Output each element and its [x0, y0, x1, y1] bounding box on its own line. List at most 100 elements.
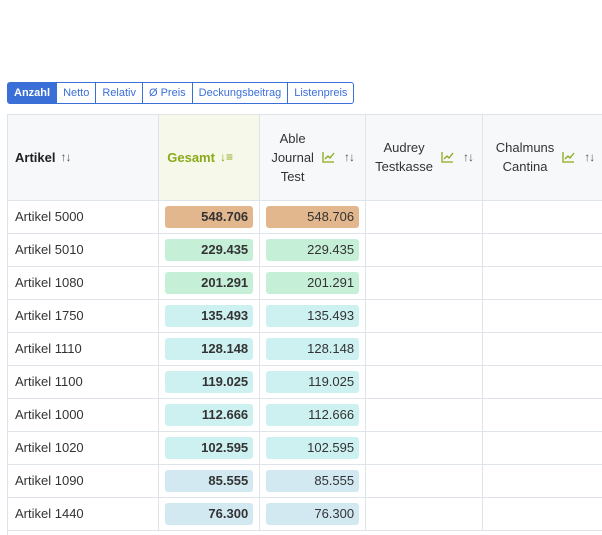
row-col2-cell	[365, 332, 484, 366]
table-row[interactable]: Artikel 1020 102.595 102.595	[8, 431, 602, 465]
line-chart-icon[interactable]	[562, 151, 575, 163]
row-col2-cell	[365, 200, 484, 234]
table-row[interactable]: Artikel 1750 135.493 135.493	[8, 299, 602, 333]
gesamt-value: 102.595	[165, 436, 254, 459]
sort-updown-icon[interactable]: ↑↓	[584, 150, 595, 165]
header-gesamt[interactable]: Gesamt ↓≡	[158, 115, 261, 201]
sort-updown-icon[interactable]: ↑↓	[60, 150, 71, 165]
tab-relativ[interactable]: Relativ	[96, 82, 143, 104]
row-gesamt-cell: 229.435	[158, 233, 261, 267]
table-row[interactable]: Artikel 1000 112.666 112.666	[8, 398, 602, 432]
row-col1-cell: 229.435	[259, 233, 367, 267]
col1-value: 112.666	[266, 403, 360, 426]
col1-value: 128.148	[266, 337, 360, 360]
header-artikel[interactable]: Artikel ↑↓	[8, 115, 160, 201]
row-col2-cell	[365, 365, 484, 399]
view-tabs: Anzahl Netto Relativ Ø Preis Deckungsbei…	[7, 82, 355, 104]
table-row[interactable]: Artikel 1100 119.025 119.025	[8, 365, 602, 399]
tab-durchschnittspreis[interactable]: Ø Preis	[142, 82, 193, 104]
gesamt-value: 135.493	[165, 304, 254, 327]
row-gesamt-cell: 85.555	[158, 464, 261, 498]
tab-netto[interactable]: Netto	[57, 82, 97, 104]
row-gesamt-cell: 128.148	[158, 332, 261, 366]
row-col1-cell: 102.595	[259, 431, 367, 465]
table-row[interactable]: Artikel 1110 128.148 128.148	[8, 332, 602, 366]
row-gesamt-cell: 135.493	[158, 299, 261, 333]
row-artikel-name: Artikel 5010	[8, 233, 160, 267]
row-col3-cell	[482, 497, 602, 531]
row-col3-cell	[482, 266, 602, 300]
table-row[interactable]: Artikel 1440 76.300 76.300	[8, 497, 602, 531]
header-col2-label: Audrey Testkasse	[375, 140, 433, 175]
gesamt-value: 201.291	[165, 271, 254, 294]
tab-listenpreis[interactable]: Listenpreis	[288, 82, 355, 104]
row-artikel-name: Artikel 1090	[8, 464, 160, 498]
col1-value: 229.435	[266, 238, 360, 261]
sort-updown-icon[interactable]: ↑↓	[462, 150, 474, 165]
row-col1-cell: 201.291	[259, 266, 367, 300]
row-col1-cell: 112.666	[259, 398, 367, 432]
col1-value: 548.706	[266, 205, 360, 228]
row-col3-cell	[482, 464, 602, 498]
gesamt-value: 76.300	[165, 502, 254, 525]
table-body: Artikel 5000 548.706 548.706 Artikel 5010 22…	[8, 200, 602, 531]
row-col2-cell	[365, 398, 484, 432]
gesamt-value: 119.025	[165, 370, 254, 393]
gesamt-value: 229.435	[165, 238, 254, 261]
row-col2-cell	[365, 497, 484, 531]
col1-value: 135.493	[266, 304, 360, 327]
gesamt-value: 128.148	[165, 337, 254, 360]
row-artikel-name: Artikel 1020	[8, 431, 160, 465]
row-col1-cell: 548.706	[259, 200, 367, 234]
row-artikel-name: Artikel 1750	[8, 299, 160, 333]
row-gesamt-cell: 102.595	[158, 431, 261, 465]
header-col1-label: Able Journal Test	[271, 130, 314, 184]
row-gesamt-cell: 548.706	[158, 200, 261, 234]
row-artikel-name: Artikel 1110	[8, 332, 160, 366]
sort-updown-icon[interactable]: ↑↓	[343, 150, 355, 165]
row-col3-cell	[482, 200, 602, 234]
row-artikel-name: Artikel 1440	[8, 497, 160, 531]
row-col3-cell	[482, 365, 602, 399]
row-col3-cell	[482, 431, 602, 465]
row-col1-cell: 76.300	[259, 497, 367, 531]
line-chart-icon[interactable]	[322, 151, 335, 163]
sort-desc-icon[interactable]: ↓≡	[219, 150, 233, 165]
header-chalmuns-cantina[interactable]: Chalmuns Cantina ↑↓	[482, 115, 602, 201]
row-artikel-name: Artikel 1080	[8, 266, 160, 300]
header-col3-label: Chalmuns Cantina	[495, 140, 555, 175]
table-row[interactable]: Artikel 5010 229.435 229.435	[8, 233, 602, 267]
col1-value: 201.291	[266, 271, 360, 294]
row-artikel-name: Artikel 5000	[8, 200, 160, 234]
row-col2-cell	[365, 299, 484, 333]
row-gesamt-cell: 119.025	[158, 365, 261, 399]
gesamt-value: 112.666	[165, 403, 254, 426]
header-row: Artikel ↑↓ Gesamt ↓≡ Able Journal	[8, 115, 602, 201]
row-artikel-name: Artikel 1000	[8, 398, 160, 432]
table-row[interactable]: Artikel 5000 548.706 548.706	[8, 200, 602, 234]
header-able-journal-test[interactable]: Able Journal Test ↑↓	[259, 115, 367, 201]
row-gesamt-cell: 76.300	[158, 497, 261, 531]
gesamt-value: 548.706	[165, 205, 254, 228]
row-col2-cell	[365, 464, 484, 498]
row-col1-cell: 85.555	[259, 464, 367, 498]
tab-anzahl[interactable]: Anzahl	[7, 82, 58, 104]
row-artikel-name: Artikel 1100	[8, 365, 160, 399]
col1-value: 119.025	[266, 370, 360, 393]
col1-value: 76.300	[266, 502, 360, 525]
row-col1-cell: 119.025	[259, 365, 367, 399]
table-row[interactable]: Artikel 1080 201.291 201.291	[8, 266, 602, 300]
table-row[interactable]: Artikel 1090 85.555 85.555	[8, 464, 602, 498]
header-gesamt-label: Gesamt	[167, 149, 215, 165]
header-audrey-testkasse[interactable]: Audrey Testkasse ↑↓	[365, 115, 484, 201]
col1-value: 85.555	[266, 469, 360, 492]
col1-value: 102.595	[266, 436, 360, 459]
line-chart-icon[interactable]	[441, 151, 454, 163]
row-col2-cell	[365, 266, 484, 300]
gesamt-value: 85.555	[165, 469, 254, 492]
row-gesamt-cell: 201.291	[158, 266, 261, 300]
tab-deckungsbeitrag[interactable]: Deckungsbeitrag	[192, 82, 289, 104]
data-grid: Artikel ↑↓ Gesamt ↓≡ Able Journal	[7, 114, 602, 535]
row-col3-cell	[482, 299, 602, 333]
row-col3-cell	[482, 332, 602, 366]
